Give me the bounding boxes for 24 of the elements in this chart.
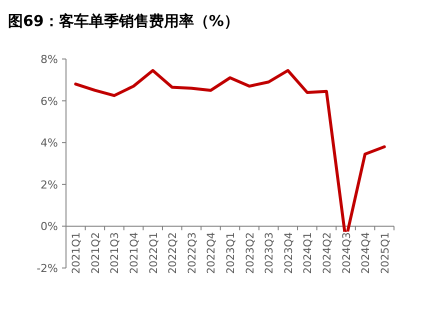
y-tick-label: 8% bbox=[40, 53, 58, 66]
x-tick-label: 2023Q2 bbox=[244, 232, 256, 274]
x-tick-label: 2025Q1 bbox=[379, 232, 392, 274]
x-tick-label: 2024Q4 bbox=[360, 232, 372, 274]
y-tick-label: 0% bbox=[40, 220, 58, 234]
x-tick-label: 2024Q1 bbox=[302, 232, 314, 274]
x-tick-label: 2022Q1 bbox=[148, 232, 160, 274]
x-tick-label: 2023Q1 bbox=[225, 232, 237, 274]
x-tick-label: 2024Q3 bbox=[340, 232, 353, 274]
x-tick-label: 2021Q1 bbox=[70, 232, 83, 274]
x-tick-label: 2023Q3 bbox=[264, 232, 276, 274]
y-tick-label: 6% bbox=[40, 94, 58, 108]
y-tick-label: 2% bbox=[40, 178, 58, 192]
x-tick-label: 2023Q4 bbox=[282, 232, 295, 274]
x-tick-label: 2022Q4 bbox=[206, 232, 218, 274]
x-tick-label: 2021Q3 bbox=[109, 232, 122, 274]
x-tick-label: 2022Q3 bbox=[186, 232, 198, 274]
x-tick-label: 2021Q2 bbox=[90, 232, 102, 274]
y-tick-label: -2% bbox=[36, 262, 58, 275]
x-tick-label: 2021Q4 bbox=[128, 232, 141, 274]
x-tick-label: 2024Q2 bbox=[321, 232, 334, 274]
y-tick-label: 4% bbox=[40, 136, 58, 150]
chart-title: 图69：客车单季销售费用率（%） bbox=[8, 12, 239, 30]
x-tick-label: 2022Q2 bbox=[167, 232, 180, 274]
